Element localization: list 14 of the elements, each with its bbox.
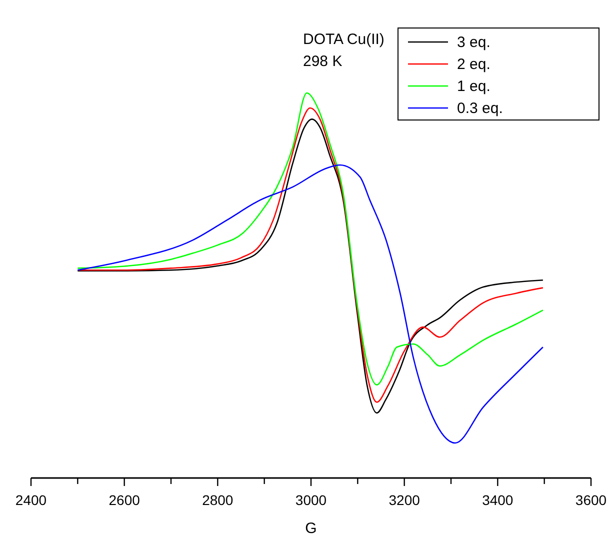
legend-label: 0.3 eq.	[457, 100, 503, 117]
x-tick-label: 2600	[108, 492, 140, 508]
legend-label: 2 eq.	[457, 56, 490, 73]
x-tick-label: 3400	[482, 492, 514, 508]
x-tick-label: 3000	[295, 492, 327, 508]
legend-label: 3 eq.	[457, 34, 490, 51]
x-tick-label: 2400	[15, 492, 47, 508]
x-tick-label: 3200	[388, 492, 420, 508]
text: DOTA Cu(II)	[303, 31, 384, 48]
text: 298 K	[303, 53, 342, 70]
x-tick-label: 2800	[202, 492, 234, 508]
legend-label: 1 eq.	[457, 78, 490, 95]
x-axis-title: G	[305, 520, 317, 537]
x-tick-label: 3600	[575, 492, 607, 508]
